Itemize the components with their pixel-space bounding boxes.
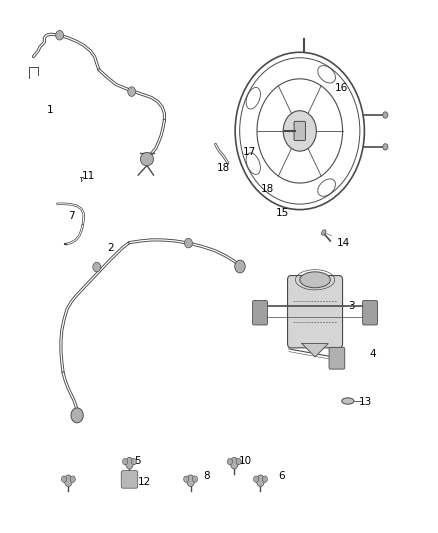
Text: 18: 18: [261, 184, 274, 195]
Text: 12: 12: [138, 477, 152, 487]
Text: 1: 1: [46, 104, 53, 115]
Circle shape: [61, 476, 67, 482]
Circle shape: [383, 144, 388, 150]
Text: 6: 6: [278, 472, 285, 481]
Text: 9: 9: [64, 477, 71, 487]
Ellipse shape: [321, 230, 326, 235]
Circle shape: [235, 260, 245, 273]
FancyBboxPatch shape: [253, 301, 268, 325]
Text: 13: 13: [359, 397, 372, 407]
Text: 18: 18: [217, 163, 230, 173]
Text: 2: 2: [108, 243, 114, 253]
Text: 11: 11: [81, 171, 95, 181]
Ellipse shape: [126, 457, 134, 469]
Ellipse shape: [187, 475, 194, 487]
Text: 5: 5: [134, 456, 141, 465]
Ellipse shape: [141, 152, 153, 166]
Polygon shape: [302, 344, 328, 357]
Ellipse shape: [300, 272, 330, 288]
Circle shape: [71, 408, 83, 423]
Circle shape: [93, 262, 101, 272]
Circle shape: [383, 112, 388, 118]
Ellipse shape: [342, 398, 354, 404]
Text: 17: 17: [243, 147, 256, 157]
Circle shape: [262, 476, 268, 482]
Text: 10: 10: [239, 456, 252, 465]
Circle shape: [56, 30, 64, 40]
Ellipse shape: [257, 475, 265, 487]
FancyBboxPatch shape: [329, 348, 345, 369]
Circle shape: [123, 458, 128, 465]
Circle shape: [128, 87, 136, 96]
FancyBboxPatch shape: [294, 122, 305, 141]
Ellipse shape: [64, 475, 72, 487]
Ellipse shape: [230, 457, 238, 469]
Circle shape: [70, 476, 75, 482]
Text: 4: 4: [370, 349, 376, 359]
Text: 8: 8: [204, 472, 210, 481]
Circle shape: [283, 111, 316, 151]
Text: 15: 15: [276, 208, 289, 219]
Circle shape: [236, 458, 241, 465]
Text: 7: 7: [68, 211, 75, 221]
FancyBboxPatch shape: [121, 471, 138, 488]
FancyBboxPatch shape: [288, 276, 343, 348]
Text: 14: 14: [337, 238, 350, 247]
Circle shape: [192, 476, 198, 482]
Text: 16: 16: [335, 83, 348, 93]
Text: 3: 3: [348, 301, 354, 311]
Circle shape: [131, 458, 137, 465]
Circle shape: [184, 238, 192, 248]
Circle shape: [184, 476, 189, 482]
Circle shape: [227, 458, 233, 465]
FancyBboxPatch shape: [363, 301, 378, 325]
Circle shape: [254, 476, 259, 482]
